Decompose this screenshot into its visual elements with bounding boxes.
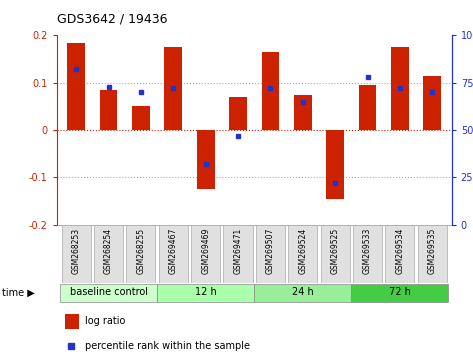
Bar: [65, 314, 79, 329]
Text: 72 h: 72 h: [389, 287, 411, 297]
Text: 24 h: 24 h: [292, 287, 314, 297]
Bar: [385, 225, 414, 282]
Text: GSM268255: GSM268255: [136, 228, 145, 274]
Text: percentile rank within the sample: percentile rank within the sample: [85, 341, 250, 351]
Bar: [61, 225, 91, 282]
Bar: [359, 85, 377, 130]
Text: GSM269525: GSM269525: [331, 228, 340, 274]
Text: log ratio: log ratio: [85, 316, 125, 326]
Text: GDS3642 / 19436: GDS3642 / 19436: [57, 12, 167, 25]
Bar: [159, 225, 188, 282]
Text: GSM269469: GSM269469: [201, 228, 210, 274]
Bar: [94, 225, 123, 282]
Bar: [165, 47, 182, 130]
Bar: [126, 225, 156, 282]
Bar: [294, 95, 312, 130]
Bar: [223, 225, 253, 282]
Text: GSM269471: GSM269471: [234, 228, 243, 274]
Bar: [423, 76, 441, 130]
Text: 12 h: 12 h: [195, 287, 217, 297]
Text: GSM269535: GSM269535: [428, 228, 437, 274]
Bar: [353, 225, 382, 282]
Text: baseline control: baseline control: [70, 287, 148, 297]
Bar: [256, 225, 285, 282]
Text: time ▶: time ▶: [2, 288, 35, 298]
Bar: [67, 42, 85, 130]
Bar: [100, 90, 117, 130]
Bar: [229, 97, 247, 130]
Bar: [326, 130, 344, 199]
Bar: [262, 52, 280, 130]
Text: GSM269467: GSM269467: [169, 228, 178, 274]
Text: GSM269524: GSM269524: [298, 228, 307, 274]
Text: GSM269533: GSM269533: [363, 228, 372, 274]
Bar: [157, 284, 254, 302]
Bar: [60, 284, 157, 302]
Text: GSM268254: GSM268254: [104, 228, 113, 274]
Bar: [254, 284, 351, 302]
Bar: [321, 225, 350, 282]
Bar: [191, 225, 220, 282]
Text: GSM269507: GSM269507: [266, 228, 275, 274]
Bar: [351, 284, 448, 302]
Bar: [197, 130, 215, 189]
Bar: [391, 47, 409, 130]
Text: GSM269534: GSM269534: [395, 228, 404, 274]
Bar: [132, 107, 150, 130]
Text: GSM268253: GSM268253: [72, 228, 81, 274]
Bar: [288, 225, 317, 282]
Bar: [418, 225, 447, 282]
